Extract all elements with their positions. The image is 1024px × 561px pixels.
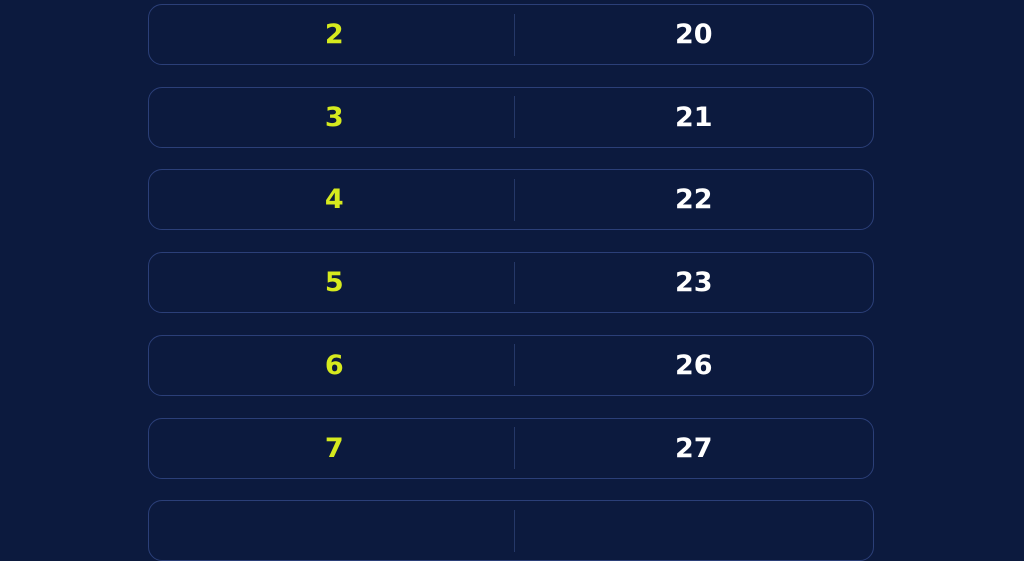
row-left-value: 7 (324, 432, 344, 464)
row-left-value: 5 (324, 267, 344, 299)
row-divider (513, 261, 515, 304)
list-row[interactable]: 3 21 (148, 86, 874, 148)
row-left-value: 2 (324, 19, 344, 50)
row-right-value: 20 (674, 19, 713, 50)
row-left-value: 4 (324, 184, 344, 216)
row-left-value: 3 (324, 101, 344, 133)
row-right-value: 27 (674, 432, 713, 464)
row-divider (513, 427, 515, 469)
row-right-value: 26 (674, 349, 713, 381)
list-row[interactable]: 7 27 (148, 417, 874, 479)
row-right-value: 23 (674, 267, 713, 299)
row-divider (513, 96, 515, 139)
list-row[interactable]: 4 22 (148, 169, 874, 231)
row-right-value: 22 (674, 184, 713, 216)
row-left-value: 6 (324, 349, 344, 381)
row-divider (513, 13, 515, 56)
row-divider (513, 509, 515, 552)
list-row[interactable] (148, 500, 874, 561)
list-row[interactable]: 5 23 (148, 252, 874, 314)
row-right-value: 21 (674, 101, 713, 133)
row-divider (513, 344, 515, 387)
row-divider (513, 178, 515, 221)
list-row[interactable]: 2 20 (148, 4, 874, 65)
list-row[interactable]: 6 26 (148, 334, 874, 396)
